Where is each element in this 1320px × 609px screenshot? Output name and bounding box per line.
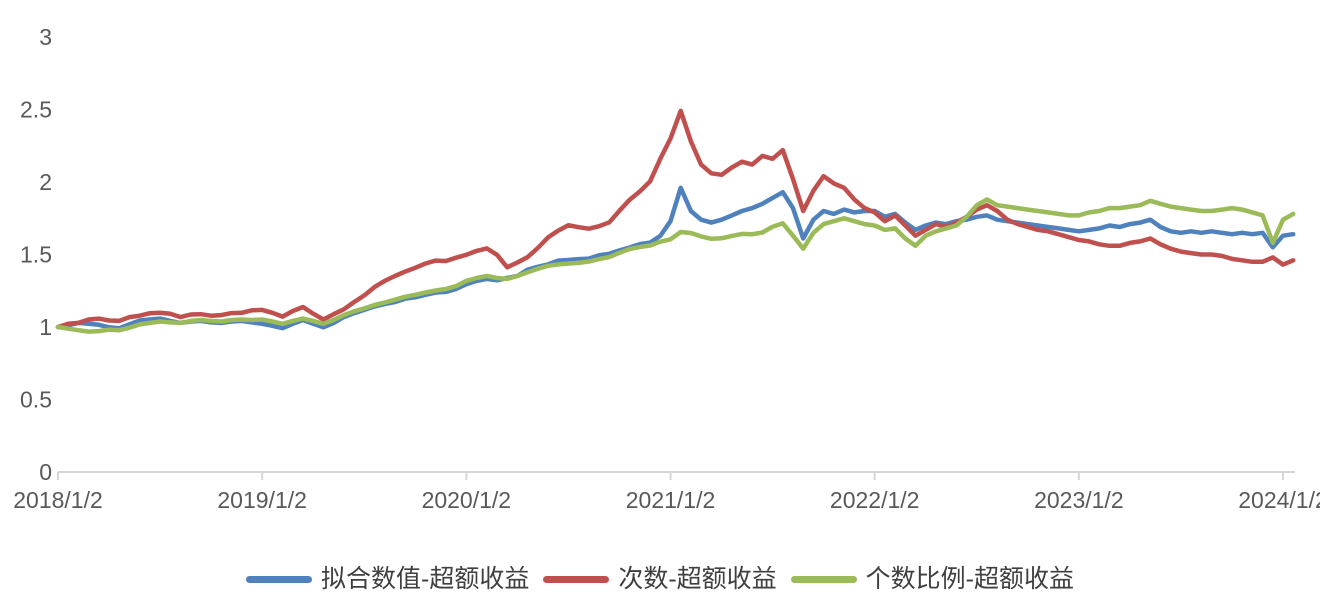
legend-item-fitted-value: 拟合数值-超额收益 <box>246 564 530 593</box>
legend-item-ratio: 个数比例-超额收益 <box>790 564 1074 593</box>
y-axis-tick-label: 1 <box>39 314 52 340</box>
x-axis-tick-label: 2018/1/2 <box>13 487 103 513</box>
x-axis-tick-label: 2024/1/2 <box>1238 487 1320 513</box>
x-axis-tick-label: 2021/1/2 <box>626 487 716 513</box>
legend-swatch-red-line <box>543 575 610 583</box>
legend-swatch-green-line <box>790 575 857 583</box>
chart-legend: 拟合数值-超额收益 次数-超额收益 个数比例-超额收益 <box>0 558 1320 600</box>
x-axis-tick-label: 2020/1/2 <box>422 487 512 513</box>
y-axis-tick-label: 3 <box>39 24 52 50</box>
y-axis-tick-label: 2.5 <box>20 97 52 123</box>
series-line-2 <box>55 197 1296 334</box>
y-axis-tick-label: 2 <box>39 169 52 195</box>
legend-item-count: 次数-超额收益 <box>543 564 777 593</box>
legend-swatch-blue-line <box>246 575 312 583</box>
x-axis-tick-label: 2023/1/2 <box>1034 487 1124 513</box>
y-axis-tick-label: 0.5 <box>20 387 52 413</box>
y-axis-tick-label: 0 <box>39 459 52 485</box>
x-axis-tick-label: 2022/1/2 <box>830 487 920 513</box>
x-axis-tick-label: 2019/1/2 <box>217 487 307 513</box>
series-line-1 <box>55 108 1296 330</box>
legend-label: 拟合数值-超额收益 <box>321 564 530 593</box>
legend-label: 个数比例-超额收益 <box>865 564 1074 593</box>
series-line-0 <box>55 185 1296 331</box>
y-axis-tick-label: 1.5 <box>20 242 52 268</box>
legend-label: 次数-超额收益 <box>618 564 777 593</box>
